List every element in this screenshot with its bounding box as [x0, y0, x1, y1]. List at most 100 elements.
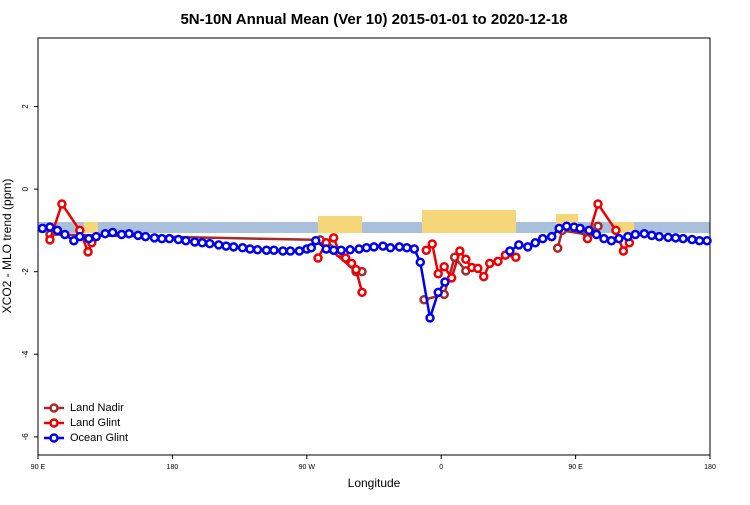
data-point: [554, 223, 564, 234]
data-point: [261, 245, 272, 255]
data-point: [164, 233, 175, 244]
data-point: [84, 233, 94, 244]
data-point: [124, 228, 134, 239]
map-strip: [38, 210, 710, 233]
x-tick-label: 180: [167, 464, 179, 471]
data-point: [618, 246, 629, 256]
data-point: [385, 242, 396, 253]
data-point: [173, 234, 184, 245]
data-point: [614, 233, 624, 244]
data-point: [91, 231, 101, 242]
data-point: [328, 245, 339, 255]
data-point: [606, 235, 617, 246]
chart-title: 5N-10N Annual Mean (Ver 10) 2015-01-01 t…: [180, 11, 567, 28]
data-point: [336, 245, 346, 255]
data-point: [409, 244, 420, 254]
data-point: [369, 242, 379, 252]
data-point: [599, 233, 609, 244]
data-point: [593, 199, 603, 209]
legend-label: Land Nadir: [70, 402, 124, 414]
data-point: [582, 233, 593, 244]
land-patch: [422, 210, 516, 233]
data-point: [537, 233, 548, 244]
data-point: [181, 235, 191, 246]
data-point: [69, 235, 79, 246]
data-point: [378, 241, 388, 251]
data-point: [670, 233, 681, 243]
data-point: [149, 233, 160, 243]
data-point: [461, 254, 471, 265]
data-point: [402, 242, 412, 253]
data-point: [630, 229, 641, 240]
data-point: [415, 257, 426, 267]
x-tick-label: 0: [439, 464, 443, 471]
data-point: [245, 244, 255, 254]
data-point: [346, 258, 357, 269]
data-point: [285, 246, 296, 256]
data-point: [116, 229, 127, 240]
y-tick-label: 2: [21, 104, 30, 109]
legend-label: Ocean Glint: [70, 432, 128, 444]
y-tick-label: 0: [21, 186, 30, 191]
data-point: [321, 244, 331, 254]
data-point: [340, 253, 351, 263]
data-point: [523, 242, 533, 252]
data-point: [45, 235, 55, 245]
data-point: [83, 247, 93, 257]
data-point: [37, 223, 48, 234]
data-point: [354, 244, 364, 254]
data-point: [213, 240, 224, 250]
land-patch: [318, 216, 362, 233]
data-point: [433, 268, 443, 279]
data-point: [328, 233, 339, 243]
data-point: [455, 246, 465, 256]
data-point: [440, 277, 450, 287]
legend-swatch: [49, 403, 59, 413]
data-point: [427, 239, 437, 249]
data-point: [575, 223, 585, 234]
data-point: [546, 231, 557, 242]
data-point: [593, 221, 603, 232]
data-point: [639, 228, 650, 239]
y-tick-label: -6: [21, 433, 30, 441]
data-point: [611, 225, 621, 236]
data-point: [311, 235, 321, 246]
plot-frame: [37, 37, 711, 456]
data-point: [60, 229, 70, 240]
data-point: [57, 199, 67, 209]
data-point: [357, 287, 367, 298]
data-point: [425, 313, 435, 323]
data-point: [313, 253, 323, 263]
data-point: [433, 287, 443, 298]
y-tick-label: -2: [21, 268, 30, 276]
data-point: [421, 245, 432, 255]
data-point: [221, 241, 231, 251]
data-point: [623, 231, 633, 242]
data-point: [702, 235, 712, 246]
data-point: [228, 242, 239, 252]
data-point: [694, 235, 705, 246]
data-point: [479, 271, 489, 282]
data-point: [345, 245, 355, 255]
x-tick-label: 90 E: [31, 464, 46, 471]
data-point: [45, 222, 55, 232]
x-tick-label: 90 W: [299, 464, 316, 471]
data-point: [439, 261, 449, 272]
data-point: [473, 263, 483, 274]
y-tick-label: -4: [21, 350, 30, 358]
data-point: [654, 231, 664, 242]
y-axis-label: XCO2 - MLO trend (ppm): [0, 179, 14, 314]
data-point: [100, 228, 110, 239]
data-point: [133, 230, 143, 241]
data-point: [204, 238, 215, 249]
data-point: [505, 246, 515, 256]
data-point: [647, 230, 657, 241]
legend-swatch: [49, 433, 59, 443]
data-point: [484, 258, 495, 269]
legend-label: Land Glint: [70, 417, 120, 429]
data-point: [678, 233, 688, 244]
data-point: [75, 231, 85, 242]
x-tick-label: 180: [704, 464, 716, 471]
data-point: [278, 246, 288, 256]
